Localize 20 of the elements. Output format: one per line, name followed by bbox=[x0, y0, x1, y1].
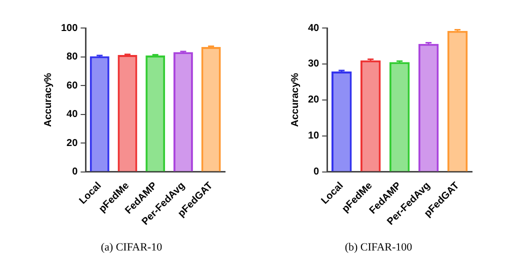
y-tick-label: 10 bbox=[308, 130, 320, 142]
y-axis-title: Accuracy% bbox=[42, 72, 54, 127]
y-tick-label: 60 bbox=[66, 80, 78, 92]
y-tick-label: 0 bbox=[72, 166, 78, 178]
y-tick-label: 30 bbox=[308, 58, 320, 70]
y-tick-label: 40 bbox=[308, 22, 320, 34]
bar bbox=[331, 72, 352, 172]
bar bbox=[418, 44, 439, 172]
y-tick-label: 40 bbox=[66, 109, 78, 120]
y-tick-label: 80 bbox=[66, 52, 78, 63]
y-tick-label: 0 bbox=[314, 166, 320, 178]
y-tick-label: 20 bbox=[66, 138, 78, 149]
text: (a) CIFAR-10 bbox=[100, 241, 163, 254]
y-tick-label: 20 bbox=[308, 94, 320, 106]
y-axis-title: Accuracy% bbox=[290, 72, 301, 127]
bar bbox=[360, 60, 381, 172]
y-tick-label: 100 bbox=[60, 22, 78, 34]
bar bbox=[389, 62, 410, 172]
text: (b) CIFAR-100 bbox=[344, 241, 413, 254]
bar bbox=[447, 30, 468, 172]
